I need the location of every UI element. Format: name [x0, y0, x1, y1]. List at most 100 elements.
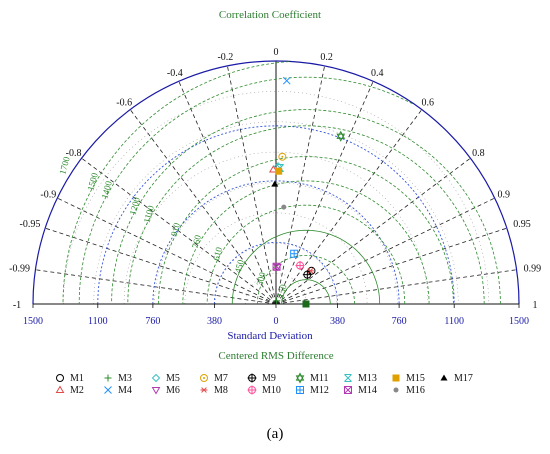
legend-marker-m17-shape: [440, 374, 448, 381]
legend-marker-m7-center: [203, 377, 205, 379]
std-axis-title: Standard Deviation: [227, 330, 313, 342]
rms-circle-label: 760: [190, 233, 203, 249]
correlation-tick-label: -1: [13, 300, 21, 311]
std-circle: [152, 180, 400, 305]
rms-circle-label: 1400: [99, 179, 113, 199]
point-m14-shape: [272, 262, 281, 271]
std-tick-label: 760: [145, 316, 160, 327]
std-tick-label: 380: [330, 316, 345, 327]
rms-circle: [62, 61, 290, 305]
correlation-tick-label: -0.8: [66, 148, 82, 159]
correlation-tick-label: 0.6: [422, 98, 435, 109]
rms-circle-label: 610: [211, 246, 224, 262]
point-m11-up: [336, 130, 346, 139]
std-tick-label: 1500: [509, 316, 529, 327]
legend-marker-m8: [200, 387, 208, 393]
minor-std-circle: [245, 273, 307, 305]
legend-label-m15: M15: [406, 373, 425, 384]
legend-label-m7: M7: [214, 373, 228, 384]
correlation-tick-label: 0.4: [371, 68, 384, 79]
std-tick-label: 760: [392, 316, 407, 327]
minor-std-circle: [63, 91, 489, 305]
legend-marker-m8-b: [201, 387, 207, 393]
point-m15: [275, 167, 283, 175]
legend-marker-m1-shape: [56, 374, 64, 382]
legend-label-m4: M4: [118, 385, 132, 396]
rms-circle: [158, 156, 454, 305]
correlation-ray: [57, 197, 277, 305]
correlation-ray: [227, 65, 277, 305]
legend-label-m1: M1: [70, 373, 84, 384]
correlation-tick-label: -0.4: [167, 68, 183, 79]
minor-std-circle: [93, 121, 459, 305]
legend-label-m14: M14: [358, 385, 377, 396]
point-m2: [268, 165, 278, 173]
correlation-tick-label: 0.2: [320, 52, 333, 63]
legend-marker-m14-b: [344, 386, 352, 394]
legend-marker-m2-shape: [55, 385, 65, 393]
figure-caption: (a): [266, 426, 284, 442]
point-m7: [278, 152, 287, 161]
point-m4: [282, 76, 291, 85]
legend-marker-m17: [440, 374, 448, 381]
legend-marker-m11: [295, 372, 305, 384]
correlation-tick-label: 0.9: [497, 190, 510, 201]
legend-label-m9: M9: [262, 373, 276, 384]
legend-label-m5: M5: [166, 373, 180, 384]
std-tick-label: 1100: [444, 316, 464, 327]
legend-label-m6: M6: [166, 385, 180, 396]
legend-marker-m6: [151, 387, 161, 395]
rms-circle-label: 1700: [57, 155, 71, 175]
correlation-tick-label: -0.99: [9, 263, 30, 274]
rms-circle-label: 1100: [142, 204, 156, 224]
legend-marker-m11-down: [295, 375, 305, 384]
point-m14-b: [272, 262, 281, 271]
legend-label-m17: M17: [454, 373, 473, 384]
correlation-tick-label: -0.9: [40, 190, 56, 201]
grid-layer: 0 0.2 0.4 0.6 0.8 0.9 0.95 0.99 -0.2 -0.4 -0.6 -0.8…: [9, 47, 541, 327]
correlation-ray: [45, 227, 277, 305]
rms-circle: [206, 204, 406, 305]
legend-marker-m1: [56, 374, 64, 382]
point-m10: [295, 261, 305, 271]
legend-marker-m13-b: [344, 374, 352, 382]
std-tick-label: 380: [207, 316, 222, 327]
correlation-tick-label: 0.8: [472, 148, 485, 159]
legend-marker-m7-shape: [200, 374, 208, 382]
minor-std-circle: [123, 151, 429, 305]
point-m8-b: [307, 268, 314, 274]
point-m4-b: [282, 76, 291, 85]
legend-marker-m10: [247, 385, 257, 395]
correlation-ray: [275, 227, 507, 305]
std-circle: [97, 125, 455, 305]
correlation-tick-label: 0.99: [524, 263, 542, 274]
rms-circle: [182, 180, 430, 305]
legend-label-m16: M16: [406, 385, 425, 396]
correlation-ray: [35, 269, 277, 305]
legend-marker-m3: [104, 374, 112, 382]
std-tick-label: 1500: [23, 316, 43, 327]
point-m17: [271, 180, 279, 187]
legend-marker-m7: [200, 374, 208, 382]
point-m14: [272, 262, 281, 271]
correlation-ray: [275, 197, 495, 305]
legend-marker-m4-b: [104, 386, 112, 394]
correlation-tick-label: 1: [533, 300, 538, 311]
point-ref-shape: [302, 300, 310, 308]
point-m2-shape: [268, 165, 278, 173]
legend-label-m10: M10: [262, 385, 281, 396]
legend-marker-m14-shape: [344, 386, 352, 394]
correlation-ray: [81, 157, 277, 305]
rms-circle: [127, 125, 485, 305]
correlation-ray: [275, 65, 325, 305]
point-ref: [302, 300, 310, 308]
legend-label-m12: M12: [310, 385, 329, 396]
std-tick-label: 0: [274, 316, 279, 327]
legend-marker-m6-shape: [151, 387, 161, 395]
rms-circle-label: 910: [169, 221, 182, 237]
point-m11-down: [336, 133, 346, 142]
legend-marker-m5: [151, 373, 161, 383]
rms-circle: [281, 279, 331, 304]
correlation-tick-label: -0.6: [116, 98, 132, 109]
